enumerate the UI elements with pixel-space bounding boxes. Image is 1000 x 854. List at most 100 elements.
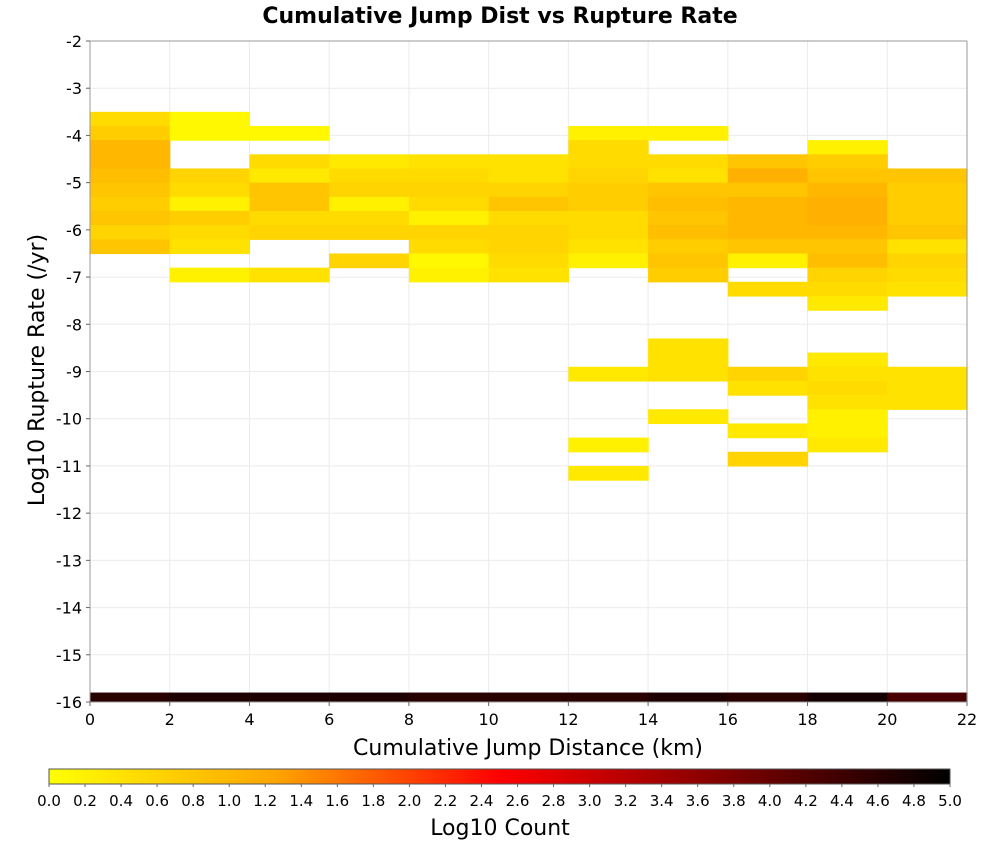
heatmap-cell xyxy=(488,196,569,212)
heatmap-cell xyxy=(408,196,490,212)
heatmap-cell xyxy=(807,140,888,155)
heatmap-cell xyxy=(249,125,330,141)
heatmap-cell xyxy=(90,111,171,127)
x-axis-ticks: 0 2 4 6 8 10 12 14 16 18 20 22 xyxy=(85,702,977,729)
x-tick-label: 20 xyxy=(877,710,897,729)
heatmap-cell xyxy=(807,253,888,269)
heatmap-cell xyxy=(727,154,809,170)
heatmap-cell xyxy=(488,225,569,240)
colorbar-tick-label: 1.4 xyxy=(289,792,313,810)
heatmap-cell xyxy=(249,196,330,212)
x-tick-label: 6 xyxy=(324,710,334,729)
x-tick-label: 12 xyxy=(558,710,578,729)
y-tick-label: -11 xyxy=(56,457,82,476)
y-tick-label: -16 xyxy=(56,693,82,712)
heatmap-cell xyxy=(488,182,569,198)
colorbar-tick-label: 4.4 xyxy=(830,792,854,810)
heatmap-cell xyxy=(568,140,649,155)
heatmap-cell xyxy=(648,168,729,184)
heatmap-cell xyxy=(488,267,569,283)
heatmap-cell xyxy=(249,168,330,184)
heatmap-cell xyxy=(887,225,968,240)
heatmap-cell xyxy=(887,395,968,410)
heatmap-cell xyxy=(568,182,649,198)
heatmap-cell xyxy=(249,154,330,170)
heatmap-cell xyxy=(488,168,569,184)
heatmap-cell xyxy=(807,267,888,283)
heatmap-cell xyxy=(887,366,968,382)
y-tick-label: -7 xyxy=(66,268,82,287)
heatmap-cell xyxy=(887,281,968,297)
heatmap-cell xyxy=(887,380,968,396)
heatmap-cell xyxy=(807,409,888,425)
y-tick-label: -9 xyxy=(66,363,82,382)
heatmap-cell xyxy=(568,253,649,269)
heatmap-cell xyxy=(249,267,330,283)
heatmap-cell xyxy=(807,437,888,453)
heatmap-cell xyxy=(727,451,809,467)
heatmap-cell xyxy=(90,154,171,170)
heatmap-cell xyxy=(169,111,251,127)
heatmap-cell xyxy=(249,225,330,240)
colorbar-tick-label: 4.6 xyxy=(866,792,890,810)
colorbar-tick-label: 2.6 xyxy=(506,792,530,810)
heatmap-cell xyxy=(727,253,809,269)
heatmap-cell xyxy=(568,168,649,184)
y-tick-label: -3 xyxy=(66,79,82,98)
heatmap-cell xyxy=(169,239,251,255)
heatmap-cell xyxy=(169,225,251,240)
colorbar-tick-label: 2.2 xyxy=(434,792,458,810)
heatmap-cell xyxy=(169,182,251,198)
heatmap-cell xyxy=(329,253,410,269)
colorbar-gradient xyxy=(48,768,951,785)
colorbar-tick-label: 4.2 xyxy=(794,792,818,810)
heatmap-cell xyxy=(488,154,569,170)
heatmap-cell xyxy=(807,154,888,170)
heatmap-cell xyxy=(568,437,649,453)
heatmap-cell xyxy=(249,182,330,198)
colorbar-tick-label: 0.6 xyxy=(145,792,169,810)
heatmap-cell xyxy=(887,196,968,212)
heatmap-cell xyxy=(887,168,968,184)
heatmap-cell xyxy=(807,366,888,382)
colorbar-tick-label: 4.0 xyxy=(758,792,782,810)
heatmap-cell xyxy=(568,210,649,226)
colorbar-tick-label: 1.6 xyxy=(325,792,349,810)
heatmap-cell xyxy=(887,210,968,226)
heatmap-cell xyxy=(568,239,649,255)
x-tick-label: 22 xyxy=(957,710,977,729)
heatmap-cell xyxy=(90,168,171,184)
heatmap-cell xyxy=(648,409,729,425)
heatmap-cell xyxy=(727,366,809,382)
heatmap-cell xyxy=(329,168,410,184)
y-tick-label: -12 xyxy=(56,504,82,523)
colorbar-tick-label: 1.0 xyxy=(217,792,241,810)
colorbar-tick-label: 3.0 xyxy=(578,792,602,810)
heatmap-cell xyxy=(807,395,888,410)
heatmap-cell xyxy=(329,196,410,212)
y-tick-label: -2 xyxy=(66,32,82,51)
heatmap-cell xyxy=(90,140,171,155)
x-tick-label: 2 xyxy=(165,710,175,729)
colorbar-tick-label: 2.8 xyxy=(542,792,566,810)
colorbar-tick-label: 0.2 xyxy=(73,792,97,810)
heatmap-cell-bottom xyxy=(887,692,968,702)
y-tick-label: -6 xyxy=(66,221,82,240)
heatmap-cell xyxy=(408,210,490,226)
heatmap-cell xyxy=(648,154,729,170)
heatmap-cell-bottom xyxy=(169,692,251,702)
x-tick-label: 4 xyxy=(244,710,254,729)
heatmap-cell-bottom xyxy=(90,692,171,702)
heatmap-cell xyxy=(648,338,729,354)
heatmap-cell-bottom xyxy=(727,692,809,702)
heatmap-cell-bottom xyxy=(807,692,888,702)
heatmap-cell xyxy=(488,210,569,226)
heatmap-cell-bottom xyxy=(408,692,490,702)
heatmap-cell xyxy=(807,182,888,198)
heatmap-cell xyxy=(807,281,888,297)
heatmap-cell xyxy=(807,210,888,226)
heatmap-cell xyxy=(408,267,490,283)
y-axis-ticks: -2 -3 -4 -5 -6 -7 -8 -9 -10 -11 -12 -13 -14 -15 -16 xyxy=(56,32,90,712)
